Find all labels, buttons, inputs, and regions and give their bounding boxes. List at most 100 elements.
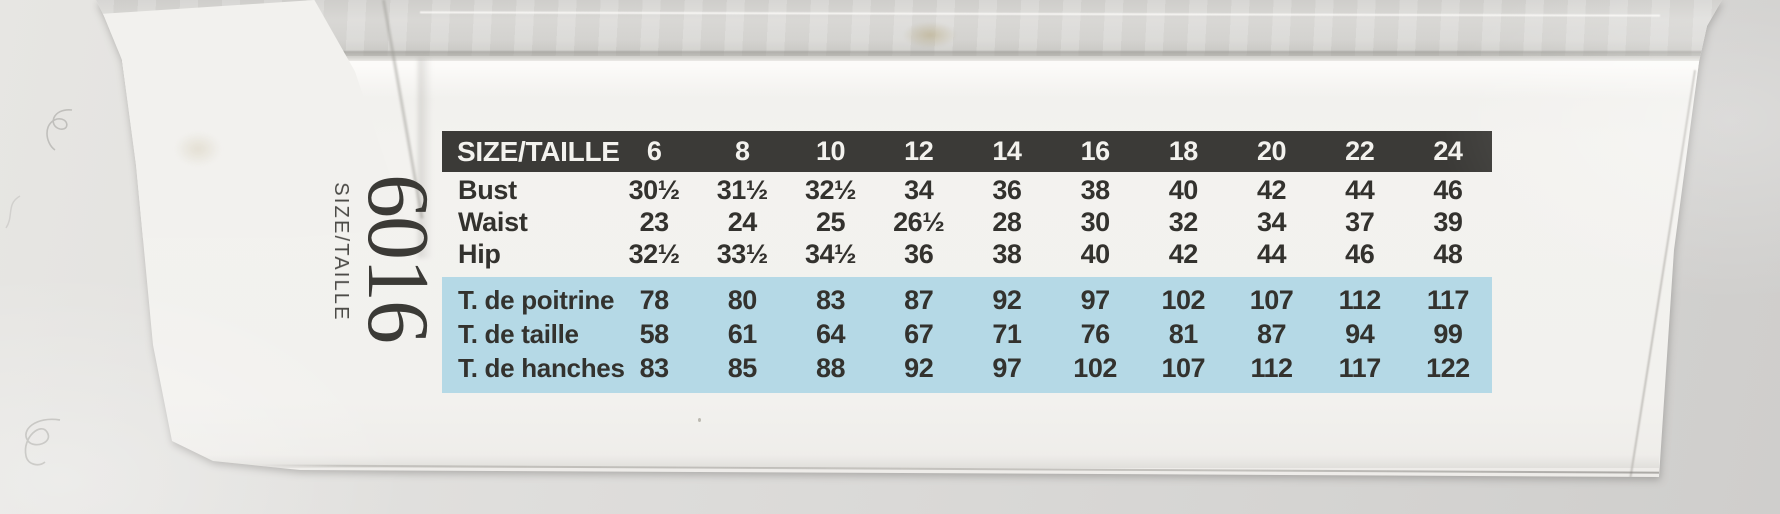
- size-header-cell: 6: [646, 136, 662, 166]
- size-header-cell: 8: [735, 136, 750, 166]
- measurement-cell: 46: [1433, 174, 1463, 205]
- paper-speck: [698, 418, 701, 422]
- measurement-cell: 34: [1256, 206, 1287, 237]
- measurement-cell: 112: [1250, 352, 1293, 383]
- measurement-cell: 26½: [893, 206, 945, 237]
- measurement-cell: 42: [1168, 238, 1199, 269]
- measurement-cell: 28: [992, 206, 1022, 237]
- measurement-cell: 58: [639, 318, 670, 349]
- size-chart-table: SIZE/TAILLE 6 8 10 12 14 16 18 20 22 24 …: [442, 131, 1492, 393]
- measurement-cell: 92: [904, 352, 934, 383]
- row-label: Bust: [458, 174, 517, 205]
- row-label: Hip: [458, 238, 501, 269]
- measurement-cell: 122: [1426, 352, 1470, 383]
- size-header-cell: 16: [1080, 136, 1111, 166]
- inch-measurements-section: Bust 30½ 31½ 32½ 34 36 38 40 42 44 46 Wa…: [442, 174, 1492, 270]
- measurement-cell: 34: [904, 174, 934, 205]
- size-chart-header-label: SIZE/TAILLE: [457, 135, 620, 167]
- measurement-cell: 44: [1256, 238, 1287, 269]
- table-row-poitrine: T. de poitrine 78 80 83 87 92 97 102 107…: [442, 283, 1492, 317]
- size-header-cell: 18: [1168, 136, 1199, 166]
- measurement-cell: 87: [1256, 318, 1287, 349]
- size-header-cell: 24: [1433, 136, 1463, 166]
- measurement-cell: 107: [1161, 352, 1206, 383]
- table-row-hip: Hip 32½ 33½ 34½ 36 38 40 42 44 46 48: [442, 238, 1492, 270]
- measurement-cell: 40: [1080, 238, 1111, 269]
- measurement-cell: 71: [992, 318, 1022, 349]
- measurement-cell: 44: [1345, 174, 1375, 205]
- measurement-cell: 85: [727, 352, 758, 383]
- measurement-cell: 94: [1345, 318, 1375, 349]
- pattern-number: 6016: [349, 174, 446, 342]
- measurement-cell: 36: [904, 238, 934, 269]
- measurement-cell: 64: [815, 318, 846, 349]
- measurement-cell: 33½: [716, 238, 769, 269]
- paper-stain: [903, 22, 957, 48]
- table-row-waist: Waist 23 24 25 26½ 28 30 32 34 37 39: [442, 206, 1492, 238]
- measurement-cell: 34½: [804, 238, 857, 269]
- measurement-cell: 25: [815, 206, 846, 237]
- measurement-cell: 102: [1161, 284, 1206, 315]
- measurement-cell: 99: [1433, 318, 1463, 349]
- measurement-cell: 81: [1168, 318, 1199, 349]
- measurement-cell: 97: [992, 352, 1022, 383]
- measurement-cell: 38: [1080, 174, 1111, 205]
- measurement-cell: 32: [1168, 206, 1199, 237]
- row-label: T. de hanches: [458, 352, 625, 383]
- row-label: T. de taille: [458, 318, 579, 349]
- measurement-cell: 32½: [804, 174, 857, 205]
- measurement-cell: 117: [1338, 352, 1382, 383]
- measurement-cell: 92: [992, 284, 1022, 315]
- paper-fold-shadow: [418, 58, 432, 258]
- measurement-cell: 107: [1249, 284, 1294, 315]
- side-size-label: SIZE/TAILLE: [330, 182, 352, 322]
- measurement-cell: 42: [1256, 174, 1287, 205]
- pencil-dash-marks: [731, 473, 797, 476]
- measurement-cell: 36: [992, 174, 1022, 205]
- measurement-cell: 112: [1338, 284, 1382, 315]
- measurement-cell: 117: [1426, 284, 1470, 315]
- table-row-taille: T. de taille 58 61 64 67 71 76 81 87 94 …: [442, 317, 1492, 351]
- size-chart-header-row: SIZE/TAILLE 6 8 10 12 14 16 18 20 22 24: [442, 131, 1492, 172]
- measurement-cell: 30: [1080, 206, 1111, 237]
- paper-crease-highlight: [120, 61, 1700, 99]
- measurement-cell: 78: [639, 284, 670, 315]
- size-header-cell: 20: [1256, 136, 1287, 166]
- size-header-cell: 22: [1345, 136, 1375, 166]
- measurement-cell: 87: [904, 284, 934, 315]
- row-label: T. de poitrine: [458, 284, 615, 315]
- measurement-cell: 39: [1433, 206, 1463, 237]
- measurement-cell: 32½: [628, 238, 681, 269]
- measurement-cell: 83: [639, 352, 670, 383]
- measurement-cell: 30½: [628, 174, 681, 205]
- measurement-cell: 97: [1080, 284, 1111, 315]
- measurement-cell: 61: [727, 318, 758, 349]
- measurement-cell: 46: [1345, 238, 1375, 269]
- paper-crease-shadow: [96, 51, 1722, 62]
- measurement-cell: 83: [815, 284, 846, 315]
- table-row-bust: Bust 30½ 31½ 32½ 34 36 38 40 42 44 46: [442, 174, 1492, 206]
- measurement-cell: 102: [1073, 352, 1117, 383]
- size-header-cell: 14: [992, 136, 1022, 166]
- measurement-cell: 48: [1433, 238, 1463, 269]
- measurement-cell: 38: [992, 238, 1022, 269]
- paper-stain: [175, 132, 221, 166]
- size-header-cell: 10: [815, 136, 846, 166]
- measurement-cell: 23: [639, 206, 670, 237]
- measurement-cell: 88: [815, 352, 846, 383]
- paper-bottom-shade: [172, 455, 1659, 468]
- measurement-cell: 24: [727, 206, 758, 237]
- measurement-cell: 76: [1080, 318, 1111, 349]
- size-header-cell: 12: [904, 136, 934, 166]
- measurement-cell: 40: [1168, 174, 1199, 205]
- measurement-cell: 37: [1345, 206, 1375, 237]
- cm-measurements-section: T. de poitrine 78 80 83 87 92 97 102 107…: [442, 277, 1492, 393]
- row-label: Waist: [458, 206, 528, 237]
- measurement-cell: 67: [904, 318, 934, 349]
- table-row-hanches: T. de hanches 83 85 88 92 97 102 107 112…: [442, 351, 1492, 385]
- paper-right-crease: [1627, 70, 1696, 477]
- measurement-cell: 80: [727, 284, 758, 315]
